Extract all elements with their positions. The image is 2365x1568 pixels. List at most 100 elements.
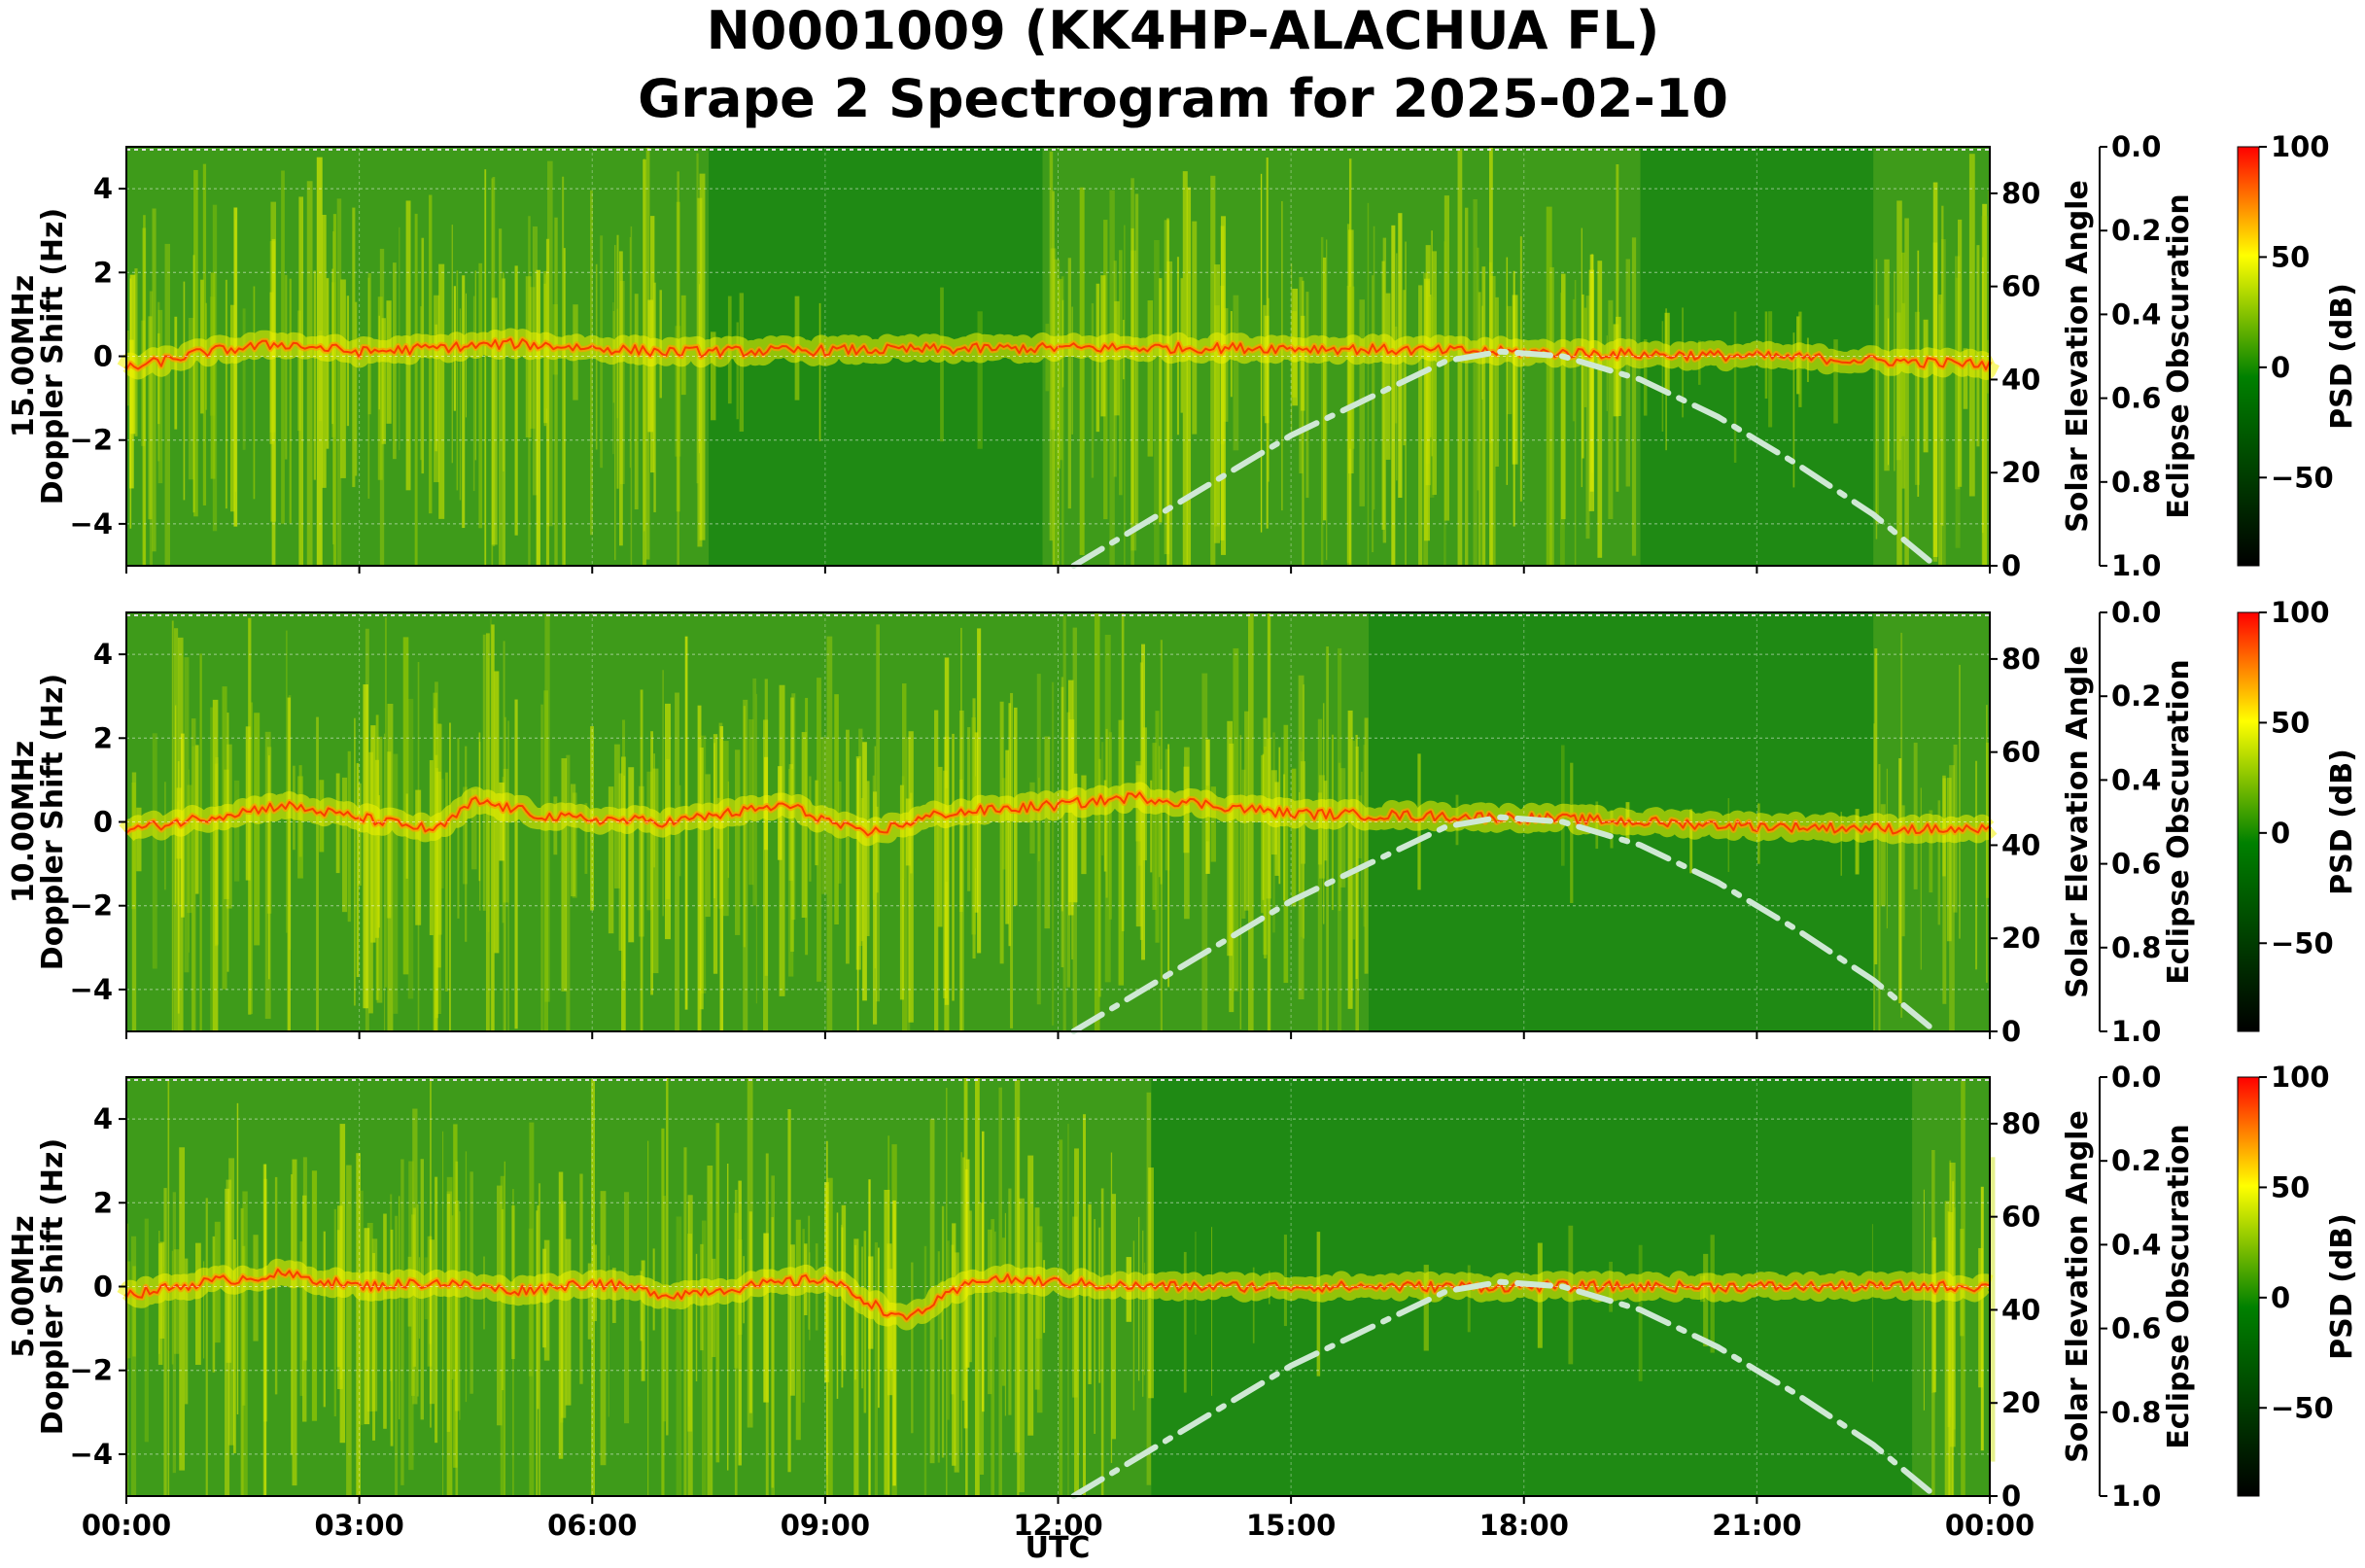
- signal-streak: [561, 1201, 567, 1418]
- signal-streak: [771, 1175, 775, 1496]
- signal-streak: [554, 217, 558, 566]
- signal-streak: [1147, 300, 1154, 457]
- signal-streak: [1135, 765, 1142, 927]
- signal-streak: [1898, 758, 1902, 1004]
- signal-streak: [1019, 1198, 1025, 1493]
- signal-streak: [738, 1180, 742, 1466]
- signal-streak: [1283, 774, 1286, 901]
- signal-streak: [1062, 615, 1066, 1031]
- signal-streak: [1423, 1265, 1429, 1351]
- signal-streak: [268, 755, 270, 980]
- signal-streak: [1160, 640, 1163, 1031]
- signal-streak: [711, 331, 716, 421]
- signal-streak: [1923, 319, 1929, 453]
- signal-streak: [638, 785, 644, 937]
- signal-streak: [416, 1203, 419, 1397]
- signal-streak: [584, 803, 588, 874]
- signal-streak: [336, 198, 342, 566]
- signal-streak: [1975, 760, 1978, 970]
- y-tick-label: 2: [93, 721, 113, 754]
- signal-streak: [332, 214, 336, 566]
- signal-streak: [565, 1238, 572, 1406]
- signal-streak: [1002, 778, 1007, 870]
- signal-streak: [697, 705, 702, 1031]
- signal-streak: [537, 1205, 539, 1410]
- signal-streak: [558, 1171, 564, 1459]
- x-tick-label: 00:00: [82, 1509, 171, 1542]
- cbar-tick-label: 50: [2271, 1170, 2310, 1203]
- signal-streak: [712, 1258, 716, 1358]
- signal-streak: [126, 1261, 131, 1359]
- signal-streak: [1272, 732, 1275, 933]
- signal-streak: [459, 1211, 461, 1420]
- signal-streak: [129, 339, 134, 489]
- signal-streak: [834, 694, 839, 925]
- signal-streak: [1689, 809, 1693, 874]
- solar-elevation-curve: [1070, 814, 1939, 1034]
- y3-axis-label: Eclipse Obscuration: [2162, 1124, 2196, 1449]
- signal-streak: [1840, 812, 1842, 876]
- signal-streak: [977, 311, 983, 449]
- signal-streak: [381, 318, 386, 444]
- y2-tick-label: 0: [2001, 1480, 2021, 1513]
- signal-streak: [763, 719, 769, 1031]
- signal-streak: [1091, 302, 1095, 478]
- signal-streak: [1546, 206, 1552, 566]
- signal-streak: [436, 771, 441, 968]
- signal-streak: [795, 1219, 801, 1441]
- signal-streak: [269, 292, 274, 444]
- signal-streak: [1044, 736, 1051, 929]
- signal-streak: [719, 726, 724, 1031]
- signal-streak: [503, 641, 505, 1031]
- cbar-tick-label: 100: [2271, 1061, 2330, 1094]
- signal-streak: [242, 308, 246, 450]
- signal-streak: [1061, 276, 1064, 566]
- signal-streak: [400, 1159, 404, 1485]
- signal-streak: [876, 624, 881, 1002]
- signal-streak: [402, 637, 409, 975]
- signal-streak: [136, 807, 142, 872]
- signal-streak: [1210, 175, 1216, 566]
- signal-streak: [788, 769, 794, 977]
- signal-streak: [456, 270, 459, 491]
- signal-streak: [1167, 744, 1170, 988]
- doppler-trace-core: [125, 791, 1991, 837]
- signal-streak: [802, 1229, 805, 1403]
- signal-streak: [979, 1202, 985, 1475]
- y2-tick-label: 40: [2001, 1293, 2040, 1326]
- signal-streak: [1929, 810, 1933, 893]
- signal-streak: [1233, 295, 1239, 451]
- signal-streak: [1878, 764, 1881, 1031]
- signal-streak: [1901, 805, 1905, 937]
- signal-streak: [503, 271, 504, 471]
- x-tick-label: 12:00: [1013, 1509, 1102, 1542]
- signal-streak: [1051, 681, 1055, 1026]
- signal-streak: [1561, 273, 1566, 520]
- signal-streak: [434, 295, 440, 483]
- signal-streak: [364, 1228, 370, 1425]
- y-axis-label-frequency: 15.00MHz: [7, 275, 41, 437]
- signal-streak: [818, 302, 821, 441]
- signal-streak: [1071, 306, 1073, 435]
- signal-streak: [1317, 792, 1323, 865]
- signal-streak: [318, 331, 323, 422]
- y3-tick-label: 0.4: [2111, 297, 2161, 331]
- signal-streak: [163, 1188, 167, 1496]
- y-axis-label-frequency: 10.00MHz: [7, 741, 41, 903]
- signal-streak: [229, 304, 235, 512]
- signal-streak: [862, 742, 867, 1001]
- signal-streak: [563, 248, 566, 566]
- signal-streak: [1074, 1148, 1079, 1496]
- signal-streak: [650, 731, 653, 995]
- signal-streak: [415, 789, 422, 925]
- signal-streak: [646, 771, 652, 911]
- signal-streak: [472, 296, 475, 492]
- x-tick-label: 09:00: [781, 1509, 870, 1542]
- signal-streak: [529, 1122, 535, 1496]
- signal-streak: [1963, 348, 1968, 409]
- signal-streak: [619, 251, 623, 546]
- y3-tick-label: 0.2: [2111, 214, 2161, 247]
- signal-streak: [587, 1263, 592, 1340]
- signal-streak: [463, 786, 468, 885]
- signal-streak: [999, 701, 1004, 964]
